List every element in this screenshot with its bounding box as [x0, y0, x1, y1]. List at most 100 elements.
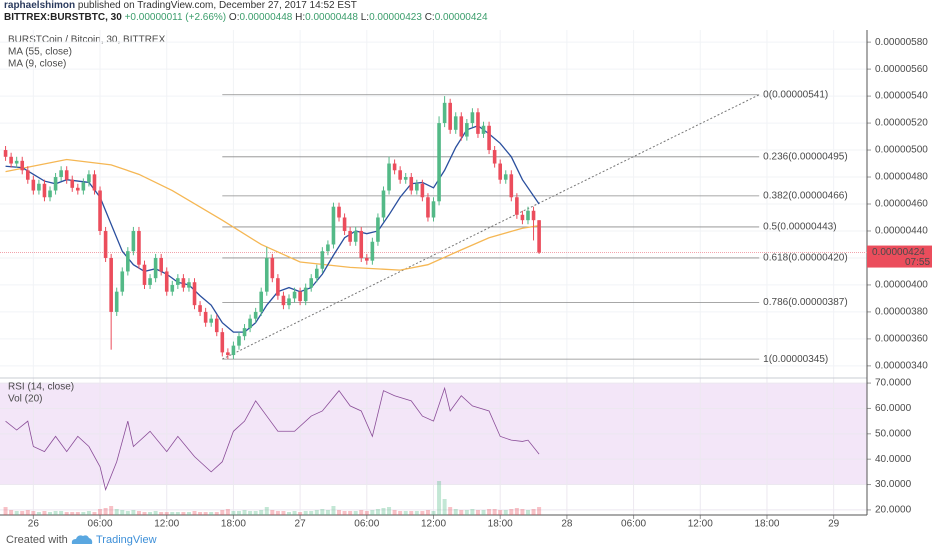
volume-bar	[114, 509, 119, 515]
candle-body	[170, 284, 175, 292]
volume-bar	[25, 510, 30, 515]
volume-bar	[387, 507, 392, 515]
volume-bar	[409, 511, 414, 515]
candle-body	[392, 163, 397, 171]
volume-bar	[175, 512, 180, 515]
x-tick-label: 12:00	[154, 519, 179, 530]
candle-body	[448, 102, 452, 130]
candle-body	[515, 197, 519, 215]
candle-body	[126, 251, 130, 272]
volume-bar	[81, 512, 86, 515]
y-tick-label: 0.00000540	[875, 91, 928, 102]
chart: BURSTCoin / Bitcoin, 30, BITTREX 0.00000…	[0, 30, 932, 530]
candle-body	[248, 318, 252, 329]
volume-bar	[48, 512, 53, 515]
volume-bar	[75, 512, 80, 515]
candle-body	[415, 183, 419, 191]
candle-body	[192, 282, 197, 306]
candle-body	[509, 174, 514, 198]
volume-bar	[270, 510, 275, 515]
candle-body	[426, 197, 430, 218]
candle-body	[159, 257, 163, 272]
volume-bar	[325, 510, 330, 515]
change: +0.00000011 (+2.66%)	[124, 12, 227, 23]
candle-body	[381, 190, 386, 218]
volume-bar	[220, 510, 225, 515]
volume-bar	[36, 512, 41, 515]
volume-bar	[253, 511, 258, 515]
volume-bar	[125, 511, 130, 515]
candle-body	[3, 150, 8, 157]
volume-bar	[209, 512, 214, 515]
candle-body	[331, 206, 336, 245]
candle-body	[526, 210, 530, 221]
volume-bar	[9, 510, 14, 515]
legend-entry: MA (55, close)	[8, 47, 72, 58]
candle-body	[481, 125, 486, 134]
rsi-line	[5, 386, 540, 491]
volume-bar	[498, 510, 503, 515]
volume-bar	[442, 499, 447, 515]
candle-body	[98, 190, 102, 231]
candle-body	[376, 217, 380, 242]
candle-body	[292, 291, 297, 299]
candle-body	[59, 170, 63, 178]
x-tick-label: 12:00	[421, 519, 446, 530]
volume-bar	[164, 512, 169, 515]
published: published on TradingView.com, December 2…	[77, 0, 357, 11]
volume-bar	[431, 511, 436, 515]
candle-body	[220, 332, 225, 353]
fib-label: 0.382(0.00000466)	[763, 191, 848, 202]
volume-bar	[292, 511, 297, 515]
candle-body	[92, 174, 97, 191]
candle-body	[264, 257, 269, 292]
y-tick-label: 40.0000	[875, 454, 912, 465]
author[interactable]: raphaelshimon	[4, 0, 76, 11]
volume-bar	[136, 511, 141, 515]
candle-body	[453, 116, 458, 130]
y-tick-label: 0.00000580	[875, 37, 928, 48]
volume-bar	[487, 509, 492, 515]
countdown: 07:55	[905, 257, 930, 268]
header-line-2: BITTREX:BURSTBTC, 30 +0.00000011 (+2.66%…	[4, 12, 488, 24]
volume-bar	[98, 509, 103, 515]
x-tick-label: 26	[28, 519, 40, 530]
candle-body	[31, 179, 36, 191]
candle-body	[487, 125, 491, 151]
brand[interactable]: TradingView	[96, 534, 157, 546]
volume-bar	[275, 511, 280, 515]
candle-body	[498, 163, 502, 180]
ohlc-value: 0.00000423	[369, 12, 422, 23]
candle-body	[320, 251, 325, 269]
fib-label: 0.236(0.00000495)	[763, 151, 848, 162]
fib-label: 1(0.00000345)	[763, 354, 828, 365]
volume-bar	[181, 512, 186, 515]
candle-body	[420, 183, 425, 198]
volume-bar	[192, 511, 197, 515]
y-tick-label: 0.00000400	[875, 280, 928, 291]
y-tick-label: 20.0000	[875, 505, 912, 516]
candle-body	[270, 257, 275, 279]
volume-bar	[148, 512, 153, 515]
candle-body	[326, 244, 330, 252]
candle-body	[209, 318, 213, 323]
volume-bar	[453, 509, 458, 515]
ohlc-key: L:	[360, 12, 370, 23]
ohlc-value: 0.00000424	[434, 12, 488, 23]
candle-body	[114, 291, 119, 312]
y-tick-label: 70.0000	[875, 378, 912, 389]
volume-bar	[231, 511, 236, 515]
candle-body	[226, 352, 230, 356]
volume-bar	[109, 506, 114, 515]
volume-bar	[59, 511, 64, 515]
candle-body	[242, 328, 247, 337]
candle-body	[459, 116, 464, 137]
ohlc-key: H:	[295, 12, 306, 23]
candle-body	[237, 336, 241, 346]
volume-bar	[64, 512, 69, 515]
symbol: BITTREX:BURSTBTC, 30	[4, 12, 122, 23]
candle-body	[298, 291, 302, 302]
candle-body	[337, 206, 341, 218]
volume-bar	[120, 510, 125, 515]
candle-body	[176, 278, 180, 285]
